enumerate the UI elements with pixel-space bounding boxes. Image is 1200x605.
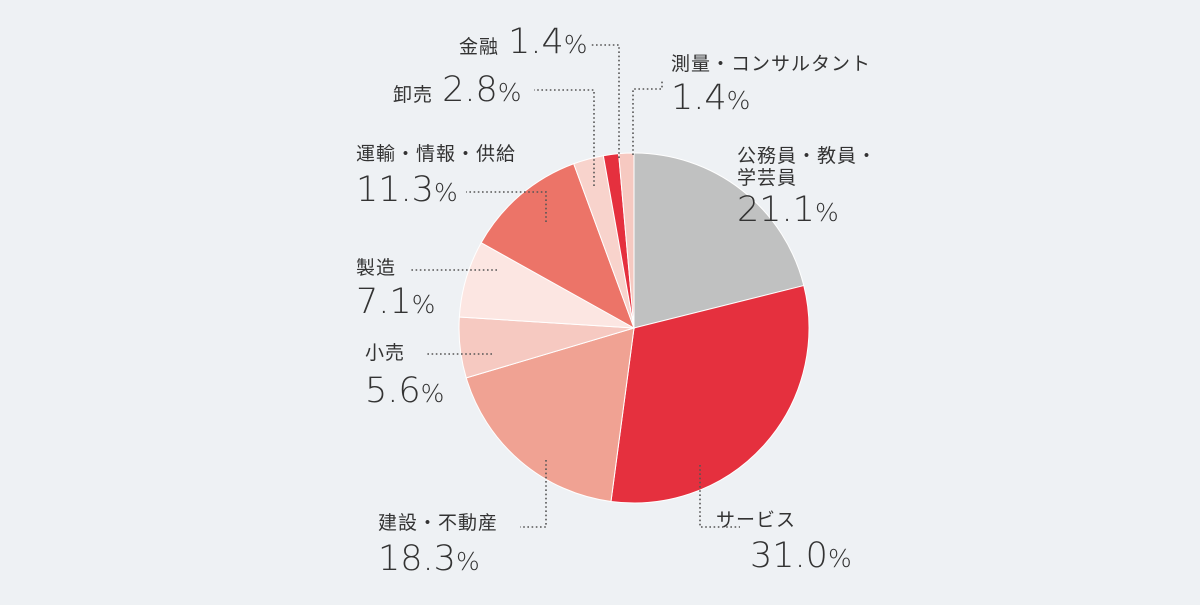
label-finance-name: 金融 [459,36,500,58]
percent-sign: % [455,546,480,576]
label-wholesale: 卸売 2.8% [393,70,522,110]
value-number: 31.0 [750,535,828,576]
label-retail-name: 小売 [365,342,406,364]
label-transport-value: 11.3% [356,170,516,210]
percent-sign: % [497,78,522,107]
value-number: 2.8 [442,70,498,110]
label-retail: 小売 5.6% [365,342,444,411]
percent-sign: % [411,289,436,319]
leader-line [699,465,740,528]
pie-slice-civil-servant [633,152,805,329]
label-construction: 建設・不動産 18.3% [378,512,499,579]
percent-sign: % [563,30,588,59]
value-number: 7.1 [356,281,412,322]
label-service-value: 31.0% [750,536,852,576]
label-wholesale-name: 卸売 [393,84,434,106]
percent-sign: % [433,177,458,207]
leader-line [534,89,595,186]
label-consulting: 測量・コンサルタント 1.4% [671,53,872,118]
label-retail-value: 5.6% [365,371,444,411]
value-number: 18.3 [378,538,456,579]
value-number: 21.1 [737,189,815,230]
label-transport-name: 運輸・情報・供給 [356,143,517,165]
label-service-name: サービス [716,509,797,531]
pie-slice-service [610,284,810,504]
leader-line [591,44,620,158]
leader-line [466,191,547,222]
label-civil-servant: 公務員・教員・ 学芸員 21.1% [737,145,878,230]
percent-sign: % [726,85,751,115]
percent-sign: % [827,543,852,573]
label-civil-servant-name-1: 公務員・教員・ [737,145,878,167]
leader-line [520,460,547,528]
label-wholesale-value: 2.8% [442,70,521,110]
label-civil-servant-value: 21.1% [737,190,877,230]
label-finance: 金融 1.4% [459,22,588,62]
label-civil-servant-name-2: 学芸員 [737,166,798,189]
label-finance-value: 1.4% [508,22,587,62]
value-number: 1.4 [671,77,727,118]
label-consulting-value: 1.4% [671,78,871,118]
label-manufacturing-name: 製造 [356,257,397,279]
label-transport: 運輸・情報・供給 11.3% [356,143,517,210]
percent-sign: % [420,378,445,408]
value-number: 5.6 [365,370,421,411]
label-construction-value: 18.3% [378,539,498,579]
pie-slice-transport [480,163,635,330]
label-manufacturing: 製造 7.1% [356,257,435,322]
label-service: サービス 31.0% [716,509,852,576]
pie-slice-construction [465,327,635,503]
label-manufacturing-value: 7.1% [356,282,435,322]
value-number: 11.3 [356,169,434,210]
label-consulting-name: 測量・コンサルタント [671,53,872,75]
value-number: 1.4 [508,22,564,62]
leader-line [632,80,663,155]
percent-sign: % [814,197,839,227]
label-construction-name: 建設・不動産 [378,512,499,534]
